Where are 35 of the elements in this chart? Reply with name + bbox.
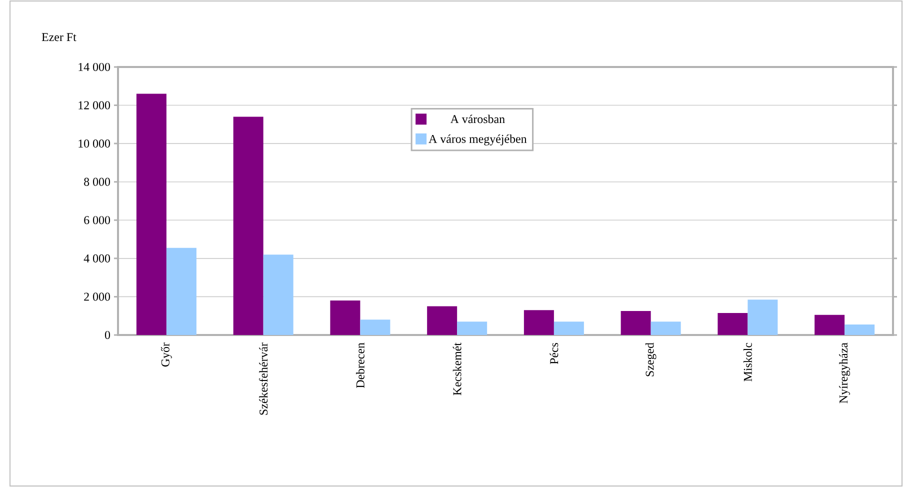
x-tick-label: Pécs [550, 342, 558, 364]
y-tick-label: 2 000 [84, 292, 110, 301]
legend-label: A városban [450, 114, 505, 124]
y-tick-label: 0 [104, 330, 110, 340]
bar [650, 322, 681, 335]
bar [844, 324, 875, 335]
y-tick-label: 10 000 [78, 140, 110, 148]
x-tick-label: Nyíregyháza [839, 342, 850, 404]
bar [524, 310, 554, 335]
bar [233, 116, 264, 335]
bar [718, 312, 748, 335]
y-axis-title: Ezer Ft [42, 33, 76, 42]
bar [814, 314, 845, 335]
y-tick-label: 6 000 [84, 216, 110, 224]
legend-label: A város megyéjében [428, 134, 527, 146]
y-tick-label: 4 000 [84, 254, 110, 262]
bar [136, 94, 166, 335]
x-tick-label: Kecskemét [452, 342, 462, 396]
y-tick-label: 14 000 [78, 62, 110, 72]
bar [748, 300, 778, 335]
bar [554, 322, 584, 335]
y-tick-label: 12 000 [78, 101, 110, 110]
bar [457, 322, 488, 335]
x-tick-label: Győr [161, 342, 172, 367]
bar [263, 254, 294, 335]
bar [166, 248, 196, 335]
x-tick-label: Debrecen [356, 342, 364, 388]
y-tick-label: 8 000 [84, 178, 110, 186]
x-tick-label: Székesfehérvár [259, 342, 268, 415]
x-tick-label: Szeged [645, 342, 656, 376]
bar [360, 320, 390, 335]
x-tick-label: Miskolc [743, 342, 752, 382]
bar [330, 300, 360, 335]
bar [620, 311, 651, 335]
bar [427, 306, 458, 335]
